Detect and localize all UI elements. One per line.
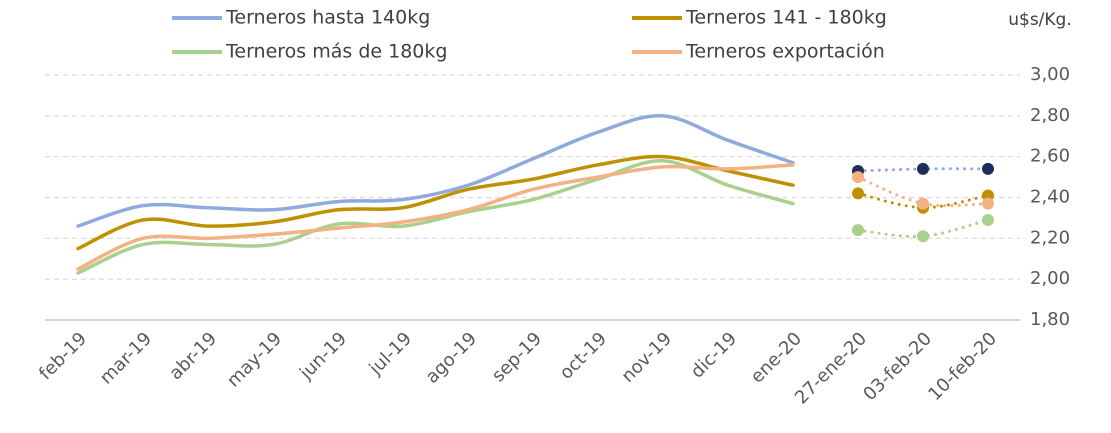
legend-label: Terneros exportación	[685, 41, 885, 63]
point	[852, 224, 864, 237]
y-tick-label: 2,80	[1030, 105, 1070, 126]
legend-label: Terneros más de 180kg	[225, 41, 447, 63]
x-tick-label: 03-feb-20	[859, 328, 936, 405]
point	[917, 162, 929, 175]
x-tick-label: ene-20	[747, 328, 806, 387]
x-tick-label: nov-19	[617, 328, 676, 387]
point	[982, 213, 994, 226]
point	[917, 197, 929, 210]
point	[982, 162, 994, 175]
x-tick-label: oct-19	[556, 328, 611, 383]
x-tick-label: jul-19	[365, 328, 416, 379]
point	[852, 187, 864, 200]
x-tick-label: ago-19	[422, 328, 482, 388]
point	[917, 230, 929, 243]
y-tick-label: 3,00	[1030, 64, 1070, 85]
series-line	[76, 158, 795, 275]
x-tick-label: may-19	[223, 328, 286, 391]
y-tick-label: 2,00	[1030, 268, 1070, 289]
series-line	[76, 163, 795, 271]
x-tick-label: jun-19	[295, 328, 351, 384]
x-tick-label: mar-19	[96, 328, 156, 388]
y-tick-label: 2,40	[1030, 187, 1070, 208]
legend-label: Terneros 141 - 180kg	[685, 7, 887, 29]
x-tick-label: feb-19	[35, 328, 91, 384]
y-tick-label: 1,80	[1030, 309, 1070, 330]
series-line	[76, 154, 795, 251]
series-line	[76, 114, 795, 228]
point	[982, 197, 994, 210]
series-dotted-line	[856, 191, 990, 210]
x-tick-label: sep-19	[488, 328, 546, 386]
legend-label: Terneros hasta 140kg	[225, 7, 430, 29]
x-tick-label: 10-feb-20	[924, 328, 1001, 405]
y-tick-label: 2,60	[1030, 146, 1070, 167]
y-tick-label: 2,20	[1030, 227, 1070, 248]
x-tick-label: abr-19	[165, 328, 221, 384]
x-tick-label: dic-19	[687, 328, 741, 382]
y-axis-label: u$s/Kg.	[1008, 10, 1072, 30]
point	[852, 171, 864, 184]
